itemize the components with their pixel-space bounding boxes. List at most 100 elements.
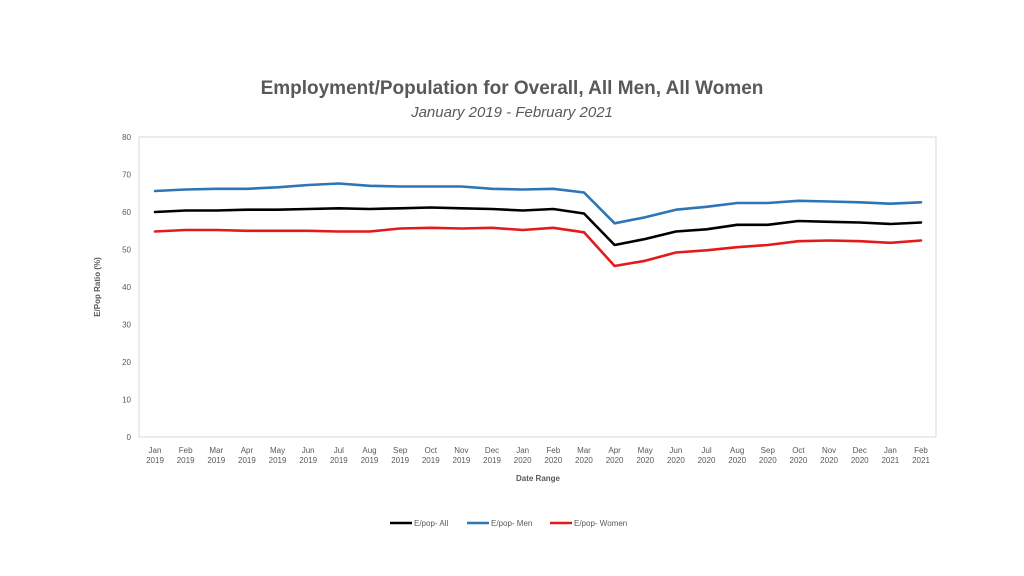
series-line-men: [153, 182, 923, 225]
x-tick-label: Feb 2021: [912, 446, 930, 465]
x-tick-month: Jul: [701, 446, 711, 455]
x-tick-month: Feb: [179, 446, 193, 455]
x-tick-label: Apr 2019: [238, 446, 256, 465]
x-tick-year: 2020: [514, 456, 532, 465]
x-tick-label: Sep 2020: [759, 446, 777, 465]
x-tick-month: Aug: [362, 446, 376, 455]
x-tick-year: 2021: [912, 456, 930, 465]
x-tick-month: Jan: [516, 446, 529, 455]
x-tick-label: Dec 2020: [851, 446, 869, 465]
x-tick-month: Feb: [914, 446, 928, 455]
x-tick-month: Jun: [669, 446, 682, 455]
x-tick-month: Apr: [608, 446, 621, 455]
x-tick-year: 2019: [483, 456, 501, 465]
x-tick-label: Apr 2020: [606, 446, 624, 465]
x-axis-title: Date Range: [516, 474, 561, 483]
x-tick-month: May: [270, 446, 285, 455]
legend-item: E/pop- All: [390, 519, 448, 528]
y-tick-label: 30: [122, 321, 131, 330]
x-tick-year: 2020: [636, 456, 654, 465]
x-tick-month: Aug: [730, 446, 744, 455]
x-tick-month: Dec: [485, 446, 499, 455]
y-tick-label: 70: [122, 171, 131, 180]
x-tick-year: 2019: [207, 456, 225, 465]
x-tick-year: 2020: [790, 456, 808, 465]
x-tick-year: 2021: [881, 456, 899, 465]
x-tick-label: Feb 2019: [177, 446, 195, 465]
x-tick-label: Jun 2020: [667, 446, 685, 465]
x-tick-month: Oct: [792, 446, 805, 455]
x-tick-month: Nov: [454, 446, 468, 455]
x-tick-year: 2019: [391, 456, 409, 465]
x-tick-month: Dec: [853, 446, 867, 455]
x-tick-year: 2019: [361, 456, 379, 465]
series-line-all: [153, 206, 923, 247]
x-tick-label: Jul 2020: [698, 446, 716, 465]
x-tick-year: 2019: [177, 456, 195, 465]
x-tick-month: Sep: [393, 446, 408, 455]
x-tick-label: Oct 2020: [790, 446, 808, 465]
chart-subtitle: January 2019 - February 2021: [411, 104, 613, 121]
legend-label: E/pop- Women: [574, 519, 627, 528]
x-tick-month: Feb: [546, 446, 560, 455]
x-tick-label: Feb 2020: [544, 446, 562, 465]
x-tick-year: 2020: [575, 456, 593, 465]
y-axis-ticks: 0 10 20 30 40 50 60 70 80: [122, 133, 131, 442]
x-tick-month: Nov: [822, 446, 836, 455]
x-tick-label: May 2020: [636, 446, 654, 465]
x-tick-year: 2019: [269, 456, 287, 465]
x-tick-year: 2019: [146, 456, 164, 465]
y-axis-title: E/Pop Ratio (%): [93, 257, 102, 317]
x-tick-label: Mar 2020: [575, 446, 593, 465]
x-tick-year: 2020: [851, 456, 869, 465]
series-line-women: [153, 226, 923, 268]
x-tick-year: 2019: [238, 456, 256, 465]
legend: E/pop- All E/pop- Men E/pop- Women: [390, 519, 627, 528]
x-tick-month: Jun: [302, 446, 315, 455]
x-tick-month: Jan: [149, 446, 162, 455]
x-tick-label: Dec 2019: [483, 446, 501, 465]
legend-label: E/pop- All: [414, 519, 448, 528]
x-tick-month: Jan: [884, 446, 897, 455]
x-tick-month: Apr: [241, 446, 254, 455]
x-tick-label: Jun 2019: [299, 446, 317, 465]
y-tick-label: 60: [122, 208, 131, 217]
y-tick-label: 0: [127, 433, 132, 442]
x-tick-label: Jan 2020: [514, 446, 532, 465]
y-tick-label: 50: [122, 246, 131, 255]
x-tick-year: 2019: [422, 456, 440, 465]
x-tick-year: 2019: [299, 456, 317, 465]
x-tick-year: 2020: [820, 456, 838, 465]
x-tick-month: Sep: [761, 446, 776, 455]
plot-area-border: [138, 136, 937, 438]
x-tick-label: Nov 2019: [453, 446, 471, 465]
y-tick-label: 40: [122, 283, 131, 292]
x-tick-month: Mar: [209, 446, 223, 455]
x-tick-month: Oct: [425, 446, 438, 455]
legend-item: E/pop- Women: [550, 519, 627, 528]
x-tick-label: Nov 2020: [820, 446, 838, 465]
x-tick-year: 2020: [728, 456, 746, 465]
x-tick-label: Sep 2019: [391, 446, 409, 465]
legend-item: E/pop- Men: [467, 519, 532, 528]
legend-label: E/pop- Men: [491, 519, 532, 528]
y-tick-label: 10: [122, 396, 131, 405]
y-tick-label: 80: [122, 133, 131, 142]
x-tick-year: 2020: [759, 456, 777, 465]
x-tick-label: Jul 2019: [330, 446, 348, 465]
series-lines: [153, 182, 923, 268]
x-tick-year: 2020: [606, 456, 624, 465]
x-tick-month: Jul: [334, 446, 344, 455]
x-tick-month: May: [638, 446, 653, 455]
x-tick-label: Jan 2021: [881, 446, 899, 465]
chart-title: Employment/Population for Overall, All M…: [260, 78, 764, 99]
x-tick-year: 2020: [667, 456, 685, 465]
x-tick-label: May 2019: [269, 446, 287, 465]
x-tick-year: 2019: [453, 456, 471, 465]
x-tick-label: Jan 2019: [146, 446, 164, 465]
x-tick-label: Oct 2019: [422, 446, 440, 465]
x-tick-label: Aug 2019: [361, 446, 379, 465]
y-tick-label: 20: [122, 358, 131, 367]
x-tick-label: Aug 2020: [728, 446, 746, 465]
